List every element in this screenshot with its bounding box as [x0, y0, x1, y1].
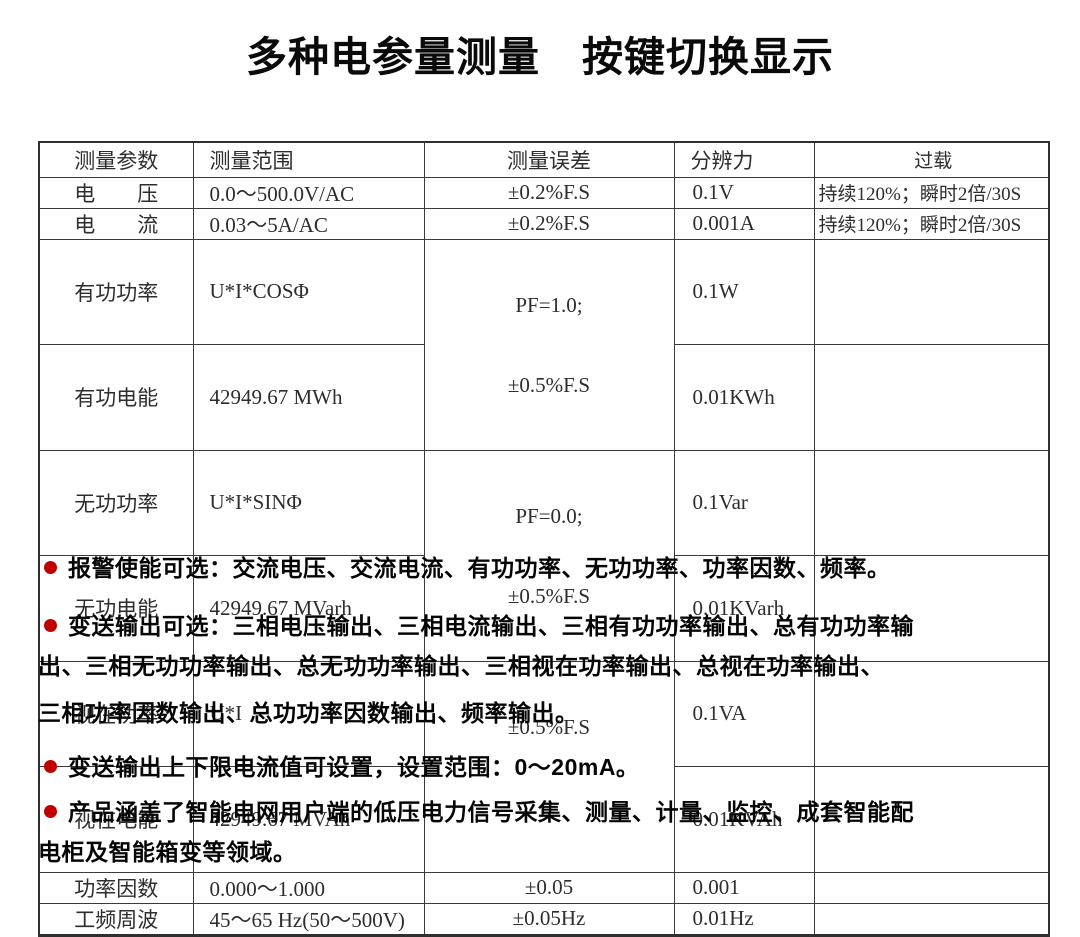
cell-error: ±0.2%F.S [423, 176, 675, 209]
feature-list: 报警使能可选：交流电压、交流电流、有功功率、无功功率、功率因数、频率。 变送输出… [38, 548, 1050, 872]
cell-overload [813, 555, 1050, 662]
cell-resolution: 0.001 [673, 871, 815, 904]
table-row-current: 电 流 0.03～5A/AC ±0.2%F.S 0.001A 持续120%；瞬时… [38, 207, 1050, 240]
cell-range: 42949.67 MWh [192, 344, 425, 451]
cell-error: ±0.05Hz [423, 902, 675, 936]
cell-error-merged: PF=0.0; ±0.5%F.S [423, 449, 675, 662]
feature-alarm: 报警使能可选：交流电压、交流电流、有功功率、无功功率、功率因数、频率。 [38, 548, 1050, 588]
cell-param: 功率因数 [38, 871, 194, 904]
cell-overload [813, 660, 1050, 767]
feature-line: 报警使能可选：交流电压、交流电流、有功功率、无功功率、功率因数、频率。 [38, 548, 1050, 588]
feature-text: 报警使能可选：交流电压、交流电流、有功功率、无功功率、功率因数、频率。 [68, 555, 891, 581]
cell-overload [813, 344, 1050, 451]
error-line: PF=0.0; [515, 503, 583, 528]
cell-error: ±0.05 [423, 871, 675, 904]
cell-param: 电 流 [38, 207, 194, 240]
feature-line: 三相功率因数输出、总功功率因数输出、频率输出。 [38, 700, 579, 726]
error-line: ±0.5%F.S [507, 714, 591, 739]
cell-overload [813, 871, 1050, 904]
bullet-icon [44, 805, 57, 818]
cell-range: U*I*SINΦ [192, 449, 425, 556]
table-row-power-factor: 功率因数 0.000～1.000 ±0.05 0.001 [38, 871, 1050, 904]
cell-resolution: 0.1W [673, 238, 815, 345]
header-overload: 过载 [813, 141, 1050, 178]
page-title: 多种电参量测量 按键切换显示 [246, 34, 834, 80]
cell-resolution: 0.01KVAh [673, 766, 815, 873]
error-line: PF=1.0; [515, 292, 583, 317]
cell-overload [813, 238, 1050, 345]
table-row-apparent-power: 视在功率 U*I ±0.5%F.S 0.1VA [38, 660, 1050, 873]
feature-line: 电柜及智能箱变等领域。 [38, 839, 297, 865]
cell-resolution: 0.01KVarh [673, 555, 815, 662]
cell-param: 无功电能 [38, 555, 194, 662]
spec-table: 测量参数 测量范围 测量误差 分辨力 过载 电 压 0.0～500.0V/AC … [38, 141, 1050, 937]
header-param: 测量参数 [38, 141, 194, 178]
cell-resolution: 0.1V [673, 176, 815, 209]
table-header-row: 测量参数 测量范围 测量误差 分辨力 过载 [38, 141, 1050, 178]
feature-line: 变送输出上下限电流值可设置，设置范围：0～20mA。 [38, 747, 1050, 787]
cell-range: 45～65 Hz(50～500V) [192, 902, 425, 936]
feature-line: 出、三相无功功率输出、总无功功率输出、三相视在功率输出、总视在功率输出、 [38, 653, 884, 679]
table-row-reactive-power: 无功功率 U*I*SINΦ PF=0.0; ±0.5%F.S 0.1Var [38, 449, 1050, 662]
feature-text: 产品涵盖了智能电网用户端的低压电力信号采集、测量、计量、监控、成套智能配 [68, 799, 914, 825]
cell-range: 0.000～1.000 [192, 871, 425, 904]
cell-overload: 持续120%；瞬时2倍/30S [813, 176, 1050, 209]
table-row-reactive-energy: 无功电能 42949.67 MVarh 0.01KVarh [38, 555, 1050, 662]
table-row-voltage: 电 压 0.0～500.0V/AC ±0.2%F.S 0.1V 持续120%；瞬… [38, 176, 1050, 209]
error-line: ±0.5%F.S [507, 372, 591, 397]
cell-param: 视在电能 [38, 766, 194, 873]
cell-param: 有功功率 [38, 238, 194, 345]
bullet-icon [44, 561, 57, 574]
cell-error: ±0.2%F.S [423, 207, 675, 240]
cell-resolution: 0.01KWh [673, 344, 815, 451]
feature-text: 变送输出上下限电流值可设置，设置范围：0～20mA。 [68, 754, 640, 780]
feature-applications: 产品涵盖了智能电网用户端的低压电力信号采集、测量、计量、监控、成套智能配 电柜及… [38, 792, 1050, 872]
feature-line: 变送输出可选：三相电压输出、三相电流输出、三相有功功率输出、总有功功率输 [38, 606, 1050, 646]
bullet-icon [44, 619, 57, 632]
cell-resolution: 0.01Hz [673, 902, 815, 936]
cell-param: 工频周波 [38, 902, 194, 936]
cell-resolution: 0.1VA [673, 660, 815, 767]
cell-overload: 持续120%；瞬时2倍/30S [813, 207, 1050, 240]
cell-resolution: 0.1Var [673, 449, 815, 556]
cell-range: 0.0～500.0V/AC [192, 176, 425, 209]
feature-text: 变送输出可选：三相电压输出、三相电流输出、三相有功功率输出、总有功功率输 [68, 613, 914, 639]
header-range: 测量范围 [192, 141, 425, 178]
table-row-apparent-energy: 视在电能 42949.67 MVAh 0.01KVAh [38, 766, 1050, 873]
cell-overload [813, 902, 1050, 936]
cell-range: 0.03～5A/AC [192, 207, 425, 240]
table-row-active-energy: 有功电能 42949.67 MWh 0.01KWh [38, 344, 1050, 451]
cell-range: 42949.67 MVarh [192, 555, 425, 662]
header-resolution: 分辨力 [673, 141, 815, 178]
feature-output-range: 变送输出上下限电流值可设置，设置范围：0～20mA。 [38, 747, 1050, 787]
cell-param: 无功功率 [38, 449, 194, 556]
cell-param: 视在功率 [38, 660, 194, 767]
cell-error-merged: ±0.5%F.S [423, 660, 675, 873]
table-row-active-power: 有功功率 U*I*COSΦ PF=1.0; ±0.5%F.S 0.1W [38, 238, 1050, 451]
bullet-icon [44, 760, 57, 773]
feature-transmit-options: 变送输出可选：三相电压输出、三相电流输出、三相有功功率输出、总有功功率输 出、三… [38, 606, 1050, 733]
cell-error-merged: PF=1.0; ±0.5%F.S [423, 238, 675, 451]
cell-range: 42949.67 MVAh [192, 766, 425, 873]
feature-line: 产品涵盖了智能电网用户端的低压电力信号采集、测量、计量、监控、成套智能配 [38, 792, 1050, 832]
cell-param: 电 压 [38, 176, 194, 209]
cell-overload [813, 449, 1050, 556]
cell-resolution: 0.001A [673, 207, 815, 240]
error-line: ±0.5%F.S [507, 583, 591, 608]
cell-param: 有功电能 [38, 344, 194, 451]
header-error: 测量误差 [423, 141, 675, 178]
page: { "page": { "title": "多种电参量测量 按键切换显示" },… [38, 34, 1050, 937]
table-row-frequency: 工频周波 45～65 Hz(50～500V) ±0.05Hz 0.01Hz [38, 902, 1050, 936]
cell-range: U*I*COSΦ [192, 238, 425, 345]
